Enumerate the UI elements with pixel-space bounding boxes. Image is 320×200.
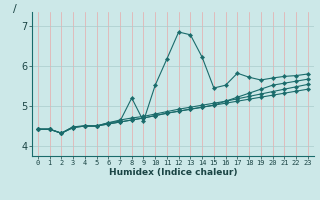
X-axis label: Humidex (Indice chaleur): Humidex (Indice chaleur) [108,168,237,177]
Text: /: / [13,4,17,14]
